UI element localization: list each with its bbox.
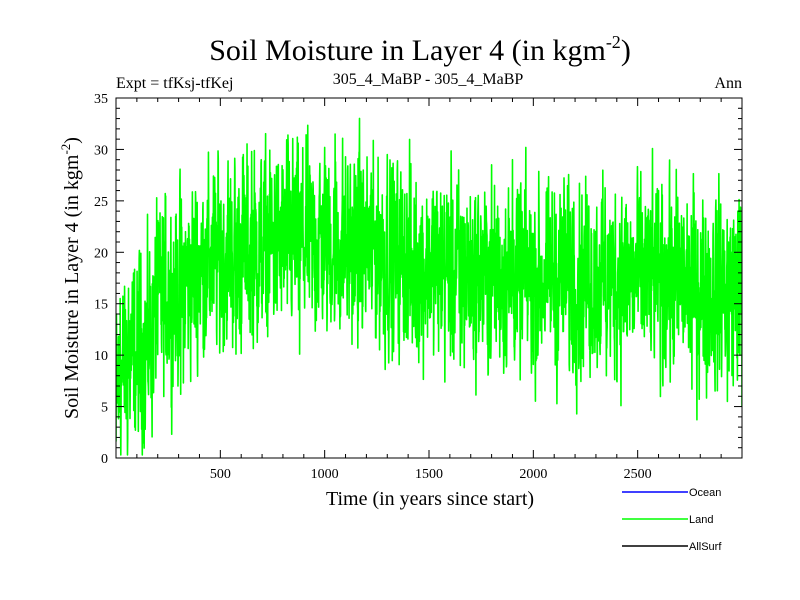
series-layer	[116, 117, 742, 456]
series-land-line	[116, 117, 742, 456]
y-tick-label: 30	[94, 143, 108, 158]
legend-label: Ocean	[689, 487, 721, 499]
y-tick-label: 5	[101, 401, 108, 416]
axes: 500 1000 1500 2000 2500 0 5 10 15 20 25 30 35	[94, 92, 743, 482]
chart-title: Soil Moisture in Layer 4 (in kgm-2)	[209, 32, 631, 67]
season-label: Ann	[714, 75, 742, 92]
y-tick-label: 20	[94, 246, 108, 261]
y-tick-label: 25	[94, 195, 108, 210]
legend-item-ocean: Ocean	[622, 487, 721, 499]
experiment-label: Expt = tfKsj-tfKej	[116, 75, 233, 92]
y-tick-label: 35	[94, 92, 108, 107]
legend-label: Land	[689, 514, 713, 526]
x-tick-label: 2000	[519, 467, 547, 482]
y-axis-label: Soil Moisture in Layer 4 (in kgm-2)	[58, 137, 83, 419]
x-tick-label: 2500	[624, 467, 652, 482]
legend: Ocean Land AllSurf	[622, 487, 722, 553]
legend-label: AllSurf	[689, 541, 722, 553]
x-axis-label: Time (in years since start)	[326, 488, 534, 510]
y-tick-label: 0	[101, 452, 108, 467]
period-label: 305_4_MaBP - 305_4_MaBP	[333, 71, 524, 88]
x-tick-label: 1000	[311, 467, 339, 482]
legend-item-allsurf: AllSurf	[622, 541, 722, 553]
x-tick-label: 500	[210, 467, 231, 482]
x-tick-label: 1500	[415, 467, 443, 482]
legend-item-land: Land	[622, 514, 713, 526]
y-tick-label: 15	[94, 298, 108, 313]
y-tick-label: 10	[94, 349, 108, 364]
